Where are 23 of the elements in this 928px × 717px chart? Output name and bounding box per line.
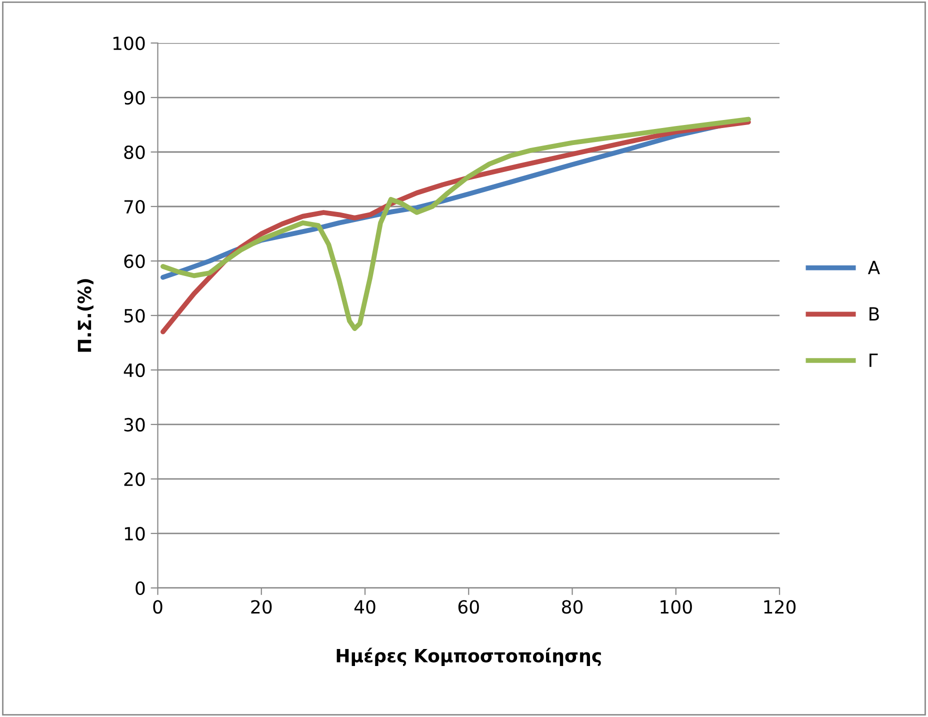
- legend-label: B: [870, 307, 879, 320]
- y-tick-label: 60: [124, 254, 145, 268]
- y-axis-title: Π.Σ.(%): [77, 279, 94, 352]
- y-tick-label: 70: [124, 200, 145, 214]
- y-tick-label: 100: [113, 36, 145, 50]
- x-axis-title: Ημέρες Κομποστοποίησης: [336, 648, 601, 666]
- y-tick-label: 10: [124, 526, 145, 541]
- x-tick-label: 0: [153, 600, 162, 614]
- x-tick-label: 100: [660, 600, 692, 614]
- x-tick-label: 80: [562, 600, 583, 614]
- y-tick-label: 20: [124, 472, 145, 486]
- y-tick-label: 40: [124, 363, 145, 378]
- x-tick-label: 120: [764, 600, 796, 614]
- x-tick-label: 20: [251, 600, 272, 614]
- y-tick-label: 90: [124, 90, 145, 105]
- y-tick-label: 0: [136, 581, 145, 596]
- legend-label: A: [868, 260, 880, 274]
- y-tick-label: 80: [124, 145, 145, 160]
- x-tick-label: 60: [458, 600, 479, 614]
- x-tick-label: 40: [354, 600, 376, 614]
- y-tick-label: 30: [124, 418, 145, 432]
- legend-label: Γ: [870, 354, 878, 367]
- y-tick-label: 50: [124, 308, 145, 323]
